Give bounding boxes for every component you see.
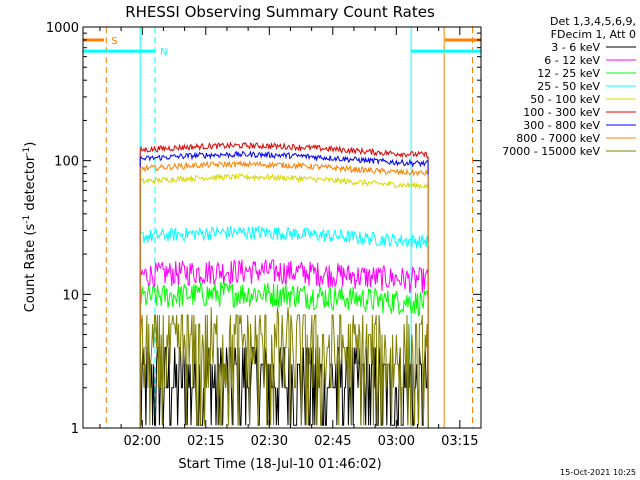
- legend-entry-label: 300 - 800 keV: [523, 119, 600, 132]
- legend-entry-label: 100 - 300 keV: [523, 106, 600, 119]
- x-tick-label: 03:00: [378, 434, 415, 449]
- series-line-4: [139, 172, 429, 428]
- legend-header: FDecim 1, Att 0: [551, 28, 636, 41]
- legend-entry-label: 3 - 6 keV: [551, 41, 600, 54]
- legend: Det 1,3,4,5,6,9,FDecim 1, Att 03 - 6 keV…: [502, 15, 636, 158]
- flag-label: N: [160, 47, 167, 58]
- y-axis: 1 10 100 1000: [46, 21, 481, 437]
- series-line-3: [139, 225, 429, 428]
- y-axis-label-sup1: -1: [22, 215, 32, 224]
- series-line-7: [139, 159, 429, 428]
- y-tick-label: 1: [71, 422, 79, 437]
- flag-layer: SN: [83, 27, 481, 428]
- y-axis-label-main: Count Rate (s: [23, 224, 38, 313]
- y-axis-label: Count Rate (s-1 detector-1): [22, 142, 38, 313]
- x-tick-label: 02:45: [314, 434, 351, 449]
- timestamp: 15-Oct-2021 10:25: [560, 468, 636, 477]
- chart-title: RHESSI Observing Summary Count Rates: [125, 3, 435, 21]
- legend-entry-label: 6 - 12 keV: [544, 54, 600, 67]
- y-axis-label-end: ): [23, 142, 38, 147]
- legend-header: Det 1,3,4,5,6,9,: [550, 15, 636, 28]
- x-tick-label: 02:00: [124, 434, 161, 449]
- series-line-1: [139, 259, 429, 428]
- y-tick-label: 1000: [46, 21, 79, 36]
- series-line-6: [139, 150, 429, 428]
- x-tick-label: 02:30: [251, 434, 288, 449]
- legend-entry-label: 25 - 50 keV: [537, 80, 600, 93]
- y-tick-label: 10: [62, 288, 79, 303]
- x-axis-label: Start Time (18-Jul-10 01:46:02): [178, 457, 381, 472]
- legend-entry-label: 50 - 100 keV: [530, 93, 600, 106]
- legend-entry-label: 800 - 7000 keV: [516, 132, 600, 145]
- x-axis: 02:00 02:15 02:30 02:45 03:00 03:15: [99, 27, 482, 449]
- series-line-5: [139, 141, 429, 428]
- series-line-2: [139, 281, 429, 428]
- y-tick-label: 100: [54, 155, 79, 170]
- series-layer: [139, 141, 429, 428]
- flag-label: S: [111, 36, 117, 47]
- series-line-8: [139, 307, 429, 428]
- legend-entry-label: 12 - 25 keV: [537, 67, 600, 80]
- legend-entry-label: 7000 - 15000 keV: [502, 145, 600, 158]
- x-tick-label: 02:15: [187, 434, 224, 449]
- y-axis-label-mid: detector: [23, 155, 38, 215]
- y-axis-label-sup2: -1: [22, 147, 32, 156]
- x-tick-label: 03:15: [441, 434, 478, 449]
- plot-frame: [82, 26, 482, 429]
